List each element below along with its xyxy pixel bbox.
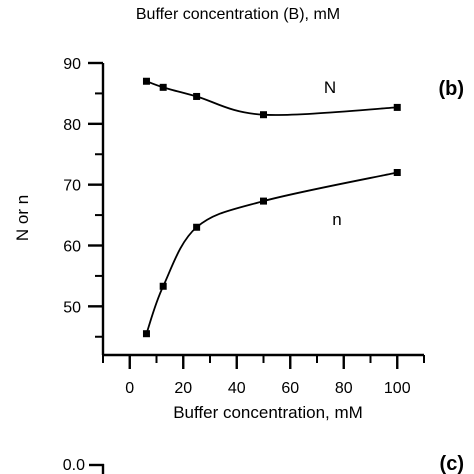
fit-curves: [145, 80, 398, 335]
y-tick-label-90: 90: [63, 56, 81, 73]
y-tick-label-80: 80: [63, 117, 81, 134]
fit-curve-N: [146, 80, 398, 116]
y-tick-label-50: 50: [63, 299, 81, 316]
axis-lines: [101, 63, 424, 357]
series-labels: Nn: [324, 78, 342, 229]
y-axis-title: N or n: [13, 195, 32, 241]
point-n-2: [193, 223, 201, 231]
panel-c-label: (c): [440, 453, 464, 474]
panel-b-chart: 50 60 70 80 90 0 20 40 60 80 100 Nn (b) N or n Bu…: [13, 56, 464, 422]
point-n-4: [393, 169, 401, 176]
panel-b-label: (b): [438, 78, 464, 100]
fit-curve-n: [145, 171, 398, 335]
x-tick-label-80: 80: [335, 380, 353, 397]
point-n-0: [142, 330, 150, 338]
x-tick-label-40: 40: [228, 380, 246, 397]
top-caption: Buffer concentration (B), mM: [136, 6, 340, 23]
point-N-4: [393, 103, 401, 111]
data-points: [142, 77, 401, 338]
x-ticks: 0 20 40 60 80 100: [102, 355, 425, 397]
point-N-3: [260, 111, 267, 119]
x-tick-label-60: 60: [281, 380, 299, 397]
series-label-n: n: [332, 210, 341, 229]
x-axis-title: Buffer concentration, mM: [173, 403, 363, 422]
x-tick-label-20: 20: [174, 380, 192, 397]
y-tick-label-60: 60: [63, 239, 81, 256]
panel-c-y-tick-label: 0.0: [63, 457, 85, 474]
series-label-N: N: [324, 78, 336, 97]
x-tick-label-0: 0: [125, 380, 134, 397]
point-n-1: [159, 282, 167, 290]
point-N-1: [159, 83, 167, 91]
point-N-2: [193, 92, 201, 100]
x-tick-label-100: 100: [384, 380, 411, 397]
panel-c-chart: (c) 0.0: [63, 453, 464, 474]
point-n-3: [260, 197, 267, 205]
y-tick-label-70: 70: [63, 178, 81, 195]
y-ticks: 50 60 70 80 90: [63, 56, 103, 338]
point-N-0: [142, 77, 150, 85]
